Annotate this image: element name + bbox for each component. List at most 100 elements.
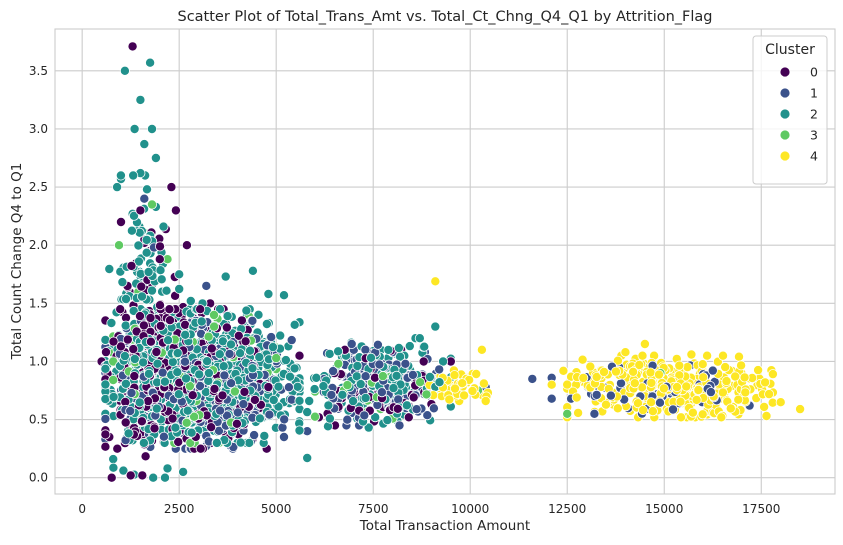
data-points [96, 41, 806, 483]
point-cluster-2 [360, 392, 371, 403]
point-cluster-4 [759, 401, 770, 412]
point-cluster-2 [141, 184, 152, 195]
point-cluster-2 [108, 462, 119, 473]
point-cluster-1 [394, 420, 405, 431]
point-cluster-1 [591, 389, 602, 400]
point-cluster-2 [302, 407, 313, 418]
point-cluster-0 [100, 429, 111, 440]
point-cluster-2 [202, 356, 213, 367]
point-cluster-1 [707, 365, 718, 376]
point-cluster-4 [674, 360, 685, 371]
point-cluster-0 [137, 470, 148, 481]
point-cluster-1 [360, 371, 371, 382]
point-cluster-0 [233, 330, 244, 341]
point-cluster-4 [449, 370, 460, 381]
point-cluster-0 [101, 347, 112, 358]
point-cluster-4 [725, 403, 736, 414]
point-cluster-2 [244, 345, 255, 356]
point-cluster-0 [209, 383, 220, 394]
y-tick-label: 2.0 [29, 238, 48, 252]
point-cluster-1 [264, 409, 275, 420]
point-cluster-2 [241, 305, 252, 316]
point-cluster-2 [434, 377, 445, 388]
point-cluster-2 [151, 403, 162, 414]
point-cluster-2 [181, 373, 192, 384]
point-cluster-2 [218, 361, 229, 372]
point-cluster-3 [229, 386, 240, 397]
y-axis-title: Total Count Change Q4 to Q1 [9, 163, 25, 361]
point-cluster-0 [195, 443, 206, 454]
point-cluster-2 [289, 363, 300, 374]
legend-title: Cluster [765, 42, 815, 58]
point-cluster-0 [180, 319, 191, 330]
point-cluster-2 [273, 381, 284, 392]
point-cluster-2 [128, 170, 139, 181]
point-cluster-1 [278, 431, 289, 442]
legend: Cluster 0 1 2 3 4 [752, 35, 828, 185]
point-cluster-4 [687, 407, 698, 418]
point-cluster-0 [195, 304, 206, 315]
point-cluster-2 [150, 152, 161, 163]
point-cluster-4 [645, 367, 656, 378]
point-cluster-4 [467, 385, 478, 396]
point-cluster-3 [209, 321, 220, 332]
legend-marker [779, 108, 791, 120]
point-cluster-2 [194, 369, 205, 380]
point-cluster-2 [235, 437, 246, 448]
point-cluster-2 [284, 371, 295, 382]
point-cluster-2 [424, 371, 435, 382]
point-cluster-0 [154, 254, 165, 265]
point-cluster-0 [100, 441, 111, 452]
point-cluster-0 [115, 341, 126, 352]
point-cluster-3 [208, 309, 219, 320]
point-cluster-1 [249, 430, 260, 441]
point-cluster-1 [328, 366, 339, 377]
point-cluster-2 [268, 394, 279, 405]
point-cluster-2 [333, 346, 344, 357]
point-cluster-4 [718, 350, 729, 361]
point-cluster-3 [421, 389, 432, 400]
point-cluster-0 [154, 241, 165, 252]
point-cluster-1 [158, 431, 169, 442]
point-cluster-2 [388, 383, 399, 394]
point-cluster-2 [138, 437, 149, 448]
point-cluster-1 [668, 404, 679, 415]
point-cluster-2 [141, 247, 152, 258]
point-cluster-2 [182, 405, 193, 416]
point-cluster-2 [309, 384, 320, 395]
point-cluster-2 [178, 466, 189, 477]
x-tick-label: 17500 [742, 502, 780, 516]
point-cluster-2 [146, 124, 157, 135]
point-cluster-4 [721, 376, 732, 387]
point-cluster-4 [654, 369, 665, 380]
point-cluster-4 [639, 338, 650, 349]
point-cluster-0 [294, 350, 305, 361]
point-cluster-4 [686, 349, 697, 360]
point-cluster-1 [655, 397, 666, 408]
point-cluster-1 [422, 410, 433, 421]
point-cluster-0 [138, 320, 149, 331]
point-cluster-1 [247, 315, 258, 326]
point-cluster-4 [612, 355, 623, 366]
point-cluster-1 [100, 413, 111, 424]
point-cluster-2 [141, 234, 152, 245]
point-cluster-2 [225, 339, 236, 350]
point-cluster-2 [139, 139, 150, 150]
point-cluster-4 [682, 362, 693, 373]
point-cluster-0 [115, 304, 126, 315]
point-cluster-1 [326, 389, 337, 400]
point-cluster-4 [571, 392, 582, 403]
point-cluster-3 [189, 411, 200, 422]
y-tick-label: 0.0 [29, 471, 48, 485]
y-tick-label: 1.0 [29, 354, 48, 368]
x-axis-title: Total Transaction Amount [359, 518, 530, 534]
point-cluster-2 [294, 395, 305, 406]
point-cluster-2 [247, 363, 258, 374]
point-cluster-2 [126, 225, 137, 236]
point-cluster-2 [254, 352, 265, 363]
point-cluster-2 [211, 437, 222, 448]
point-cluster-2 [263, 288, 274, 299]
point-cluster-4 [449, 383, 460, 394]
point-cluster-2 [104, 263, 115, 274]
